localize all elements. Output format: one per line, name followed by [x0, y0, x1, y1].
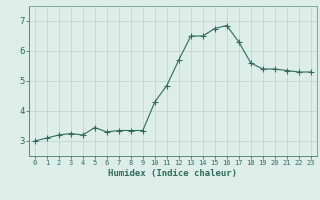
X-axis label: Humidex (Indice chaleur): Humidex (Indice chaleur) — [108, 169, 237, 178]
